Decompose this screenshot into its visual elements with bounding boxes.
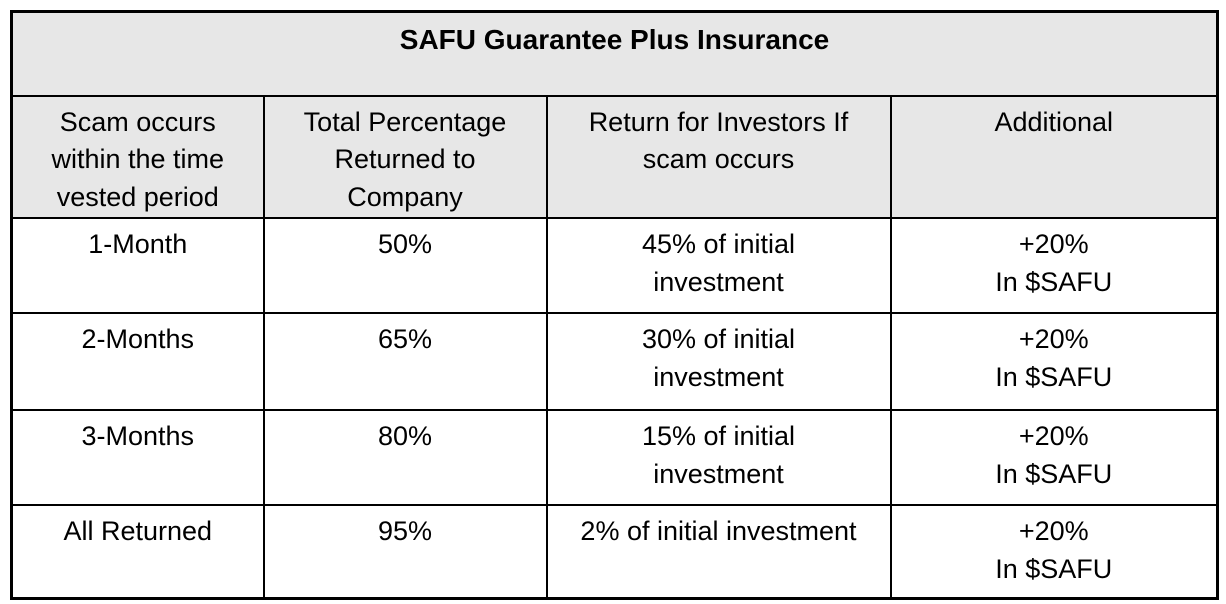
table-title-row: SAFU Guarantee Plus Insurance <box>10 10 1219 97</box>
cell-investor-return: 15% of initial investment <box>545 408 892 506</box>
cell-additional: +20% In $SAFU <box>889 408 1219 506</box>
cell-additional: +20% In $SAFU <box>889 503 1219 600</box>
table-header-row: Scam occurs within the time vested perio… <box>10 94 1219 219</box>
cell-investor-return: 30% of initial investment <box>545 311 892 411</box>
cell-period: 3-Months <box>10 408 265 506</box>
column-header-investor-return: Return for Investors If scam occurs <box>545 94 892 219</box>
table-title: SAFU Guarantee Plus Insurance <box>10 10 1219 97</box>
table-row: All Returned 95% 2% of initial investmen… <box>10 503 1219 600</box>
table-row: 1-Month 50% 45% of initial investment +2… <box>10 216 1219 314</box>
column-header-additional: Additional <box>889 94 1219 219</box>
safu-insurance-table: SAFU Guarantee Plus Insurance Scam occur… <box>10 10 1220 601</box>
cell-investor-return: 45% of initial investment <box>545 216 892 314</box>
cell-period: 1-Month <box>10 216 265 314</box>
cell-returned: 50% <box>262 216 548 314</box>
table-row: 3-Months 80% 15% of initial investment +… <box>10 408 1219 506</box>
cell-returned: 65% <box>262 311 548 411</box>
cell-period: All Returned <box>10 503 265 600</box>
cell-additional: +20% In $SAFU <box>889 216 1219 314</box>
cell-returned: 80% <box>262 408 548 506</box>
cell-additional: +20% In $SAFU <box>889 311 1219 411</box>
cell-investor-return: 2% of initial investment <box>545 503 892 600</box>
column-header-period: Scam occurs within the time vested perio… <box>10 94 265 219</box>
table-row: 2-Months 65% 30% of initial investment +… <box>10 311 1219 411</box>
cell-period: 2-Months <box>10 311 265 411</box>
column-header-returned: Total Percentage Returned to Company <box>262 94 548 219</box>
cell-returned: 95% <box>262 503 548 600</box>
